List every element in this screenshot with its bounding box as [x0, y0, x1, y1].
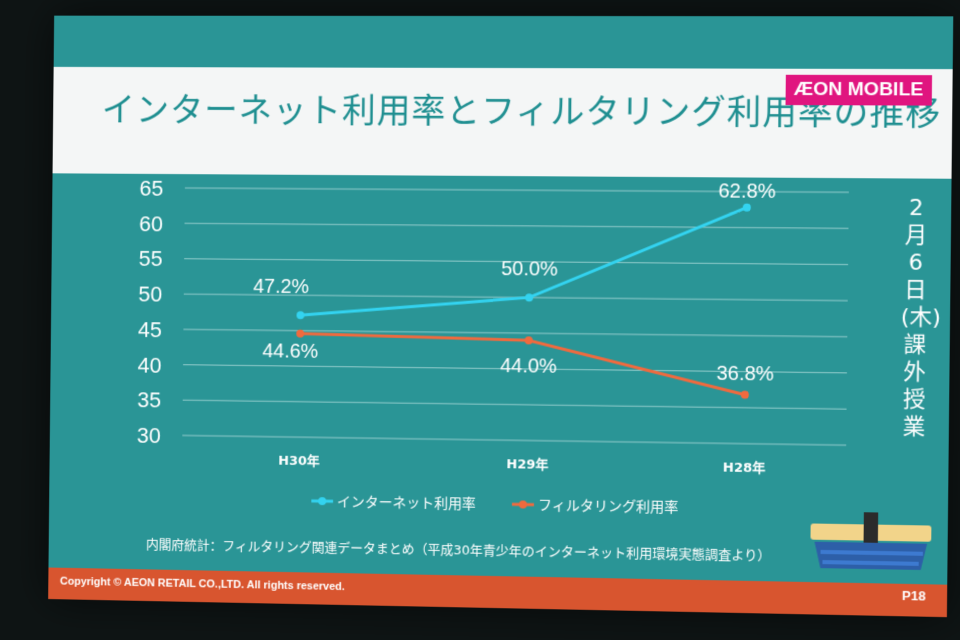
data-point [296, 311, 304, 319]
y-tick-label: 45 [138, 317, 162, 342]
gridline [183, 329, 847, 336]
side-date-text: 2月6日(木)課外授業 [899, 195, 930, 442]
y-tick-label: 40 [138, 352, 162, 377]
y-tick-label: 30 [137, 423, 161, 448]
x-tick-label: H30年 [278, 453, 320, 470]
data-label: 44.0% [500, 355, 557, 378]
data-point [525, 336, 533, 344]
boat-illustration [804, 511, 938, 576]
slide: インターネット利用率とフィルタリング利用率の推移 ÆON MOBILE 30 35… [48, 16, 953, 618]
data-point [741, 391, 749, 399]
data-point [525, 293, 533, 301]
legend-label: インターネット利用率 [337, 493, 476, 512]
gridline [183, 400, 847, 409]
data-label: 36.8% [716, 363, 774, 386]
gridline [185, 223, 849, 228]
y-tick-label: 65 [139, 176, 163, 201]
legend-swatch-marker [519, 500, 527, 508]
gridline [182, 435, 846, 445]
x-tick-label: H28年 [723, 459, 766, 476]
y-tick-label: 55 [139, 246, 163, 271]
data-label: 50.0% [501, 258, 558, 281]
data-label: 47.2% [253, 276, 309, 299]
page-number: P18 [902, 588, 926, 604]
data-label: 62.8% [718, 180, 776, 203]
y-tick-label: 50 [138, 282, 162, 307]
y-tick-label: 35 [137, 387, 161, 412]
x-tick-label: H29年 [506, 456, 548, 473]
data-point [743, 203, 751, 211]
y-tick-label: 60 [139, 211, 163, 236]
legend-swatch-marker [318, 497, 326, 505]
legend-label: フィルタリング利用率 [538, 497, 679, 517]
data-label: 44.6% [262, 340, 318, 363]
